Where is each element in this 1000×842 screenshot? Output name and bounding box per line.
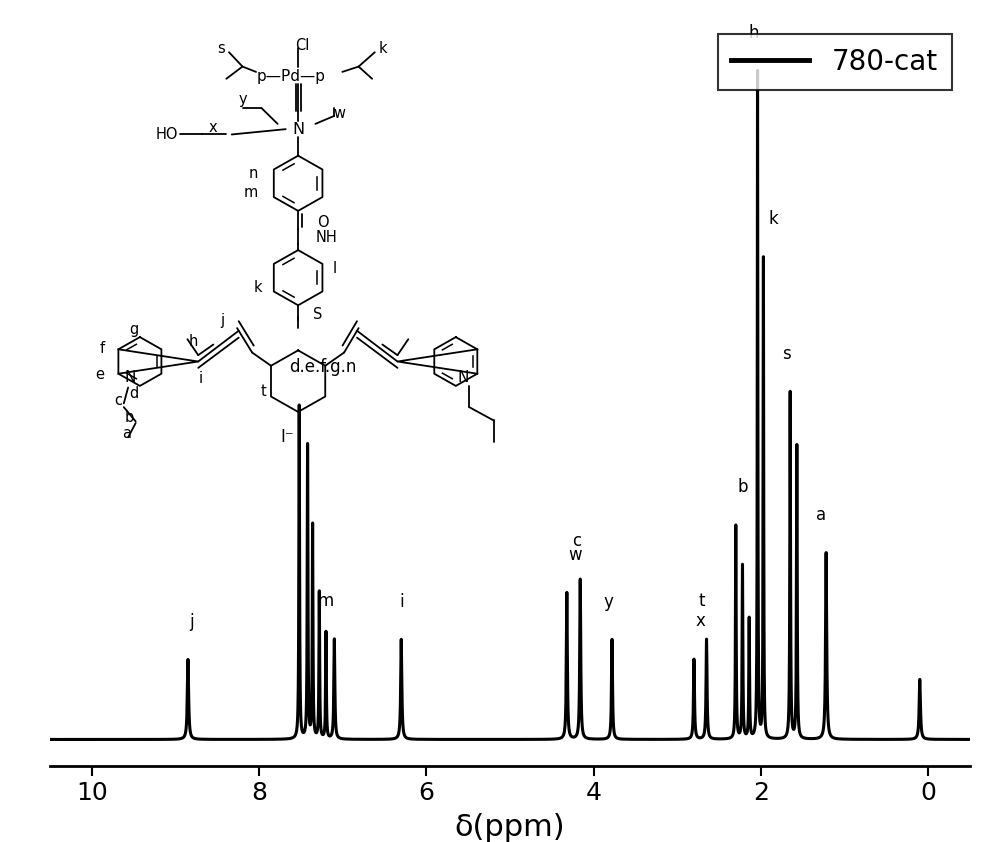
Text: O: O [317, 215, 329, 230]
Text: y: y [238, 93, 247, 108]
Text: p—Pd—p: p—Pd—p [257, 68, 326, 83]
Text: N: N [292, 121, 304, 136]
Text: t: t [698, 592, 705, 610]
Text: a: a [122, 426, 131, 441]
Text: i: i [399, 593, 404, 610]
Text: k: k [253, 280, 262, 295]
Text: b: b [125, 410, 134, 425]
Text: l: l [333, 261, 337, 275]
Text: S: S [313, 307, 323, 322]
Text: e: e [95, 367, 104, 382]
Text: d.e.f.g.n: d.e.f.g.n [289, 358, 356, 376]
Text: m: m [244, 185, 258, 200]
Text: d: d [129, 386, 138, 401]
Text: n: n [249, 166, 258, 181]
Text: x: x [208, 120, 217, 135]
Text: w: w [334, 106, 346, 120]
Text: k: k [769, 210, 778, 228]
Text: s: s [217, 41, 225, 56]
Text: y: y [604, 593, 614, 610]
Text: m: m [318, 592, 334, 610]
Text: t: t [261, 384, 267, 399]
Text: a: a [816, 506, 826, 524]
Text: c: c [572, 532, 581, 551]
Legend: 780-cat: 780-cat [718, 35, 952, 90]
Text: h: h [188, 333, 198, 349]
Text: h: h [748, 24, 759, 41]
Text: b: b [737, 478, 748, 496]
Text: f: f [99, 341, 104, 355]
Text: N: N [457, 370, 468, 386]
Text: w: w [568, 546, 582, 563]
Text: c: c [114, 392, 122, 408]
Text: s: s [782, 344, 790, 363]
Text: Cl: Cl [295, 38, 309, 53]
X-axis label: δ(ppm): δ(ppm) [455, 813, 565, 842]
Text: j: j [220, 312, 225, 328]
Text: i: i [199, 371, 203, 386]
Text: k: k [379, 41, 387, 56]
Text: x: x [696, 612, 706, 631]
Text: HO: HO [155, 127, 178, 142]
Text: I⁻: I⁻ [281, 428, 294, 445]
Text: j: j [189, 613, 194, 631]
Text: NH: NH [315, 230, 337, 245]
Text: N: N [125, 370, 136, 386]
Text: g: g [129, 322, 138, 337]
